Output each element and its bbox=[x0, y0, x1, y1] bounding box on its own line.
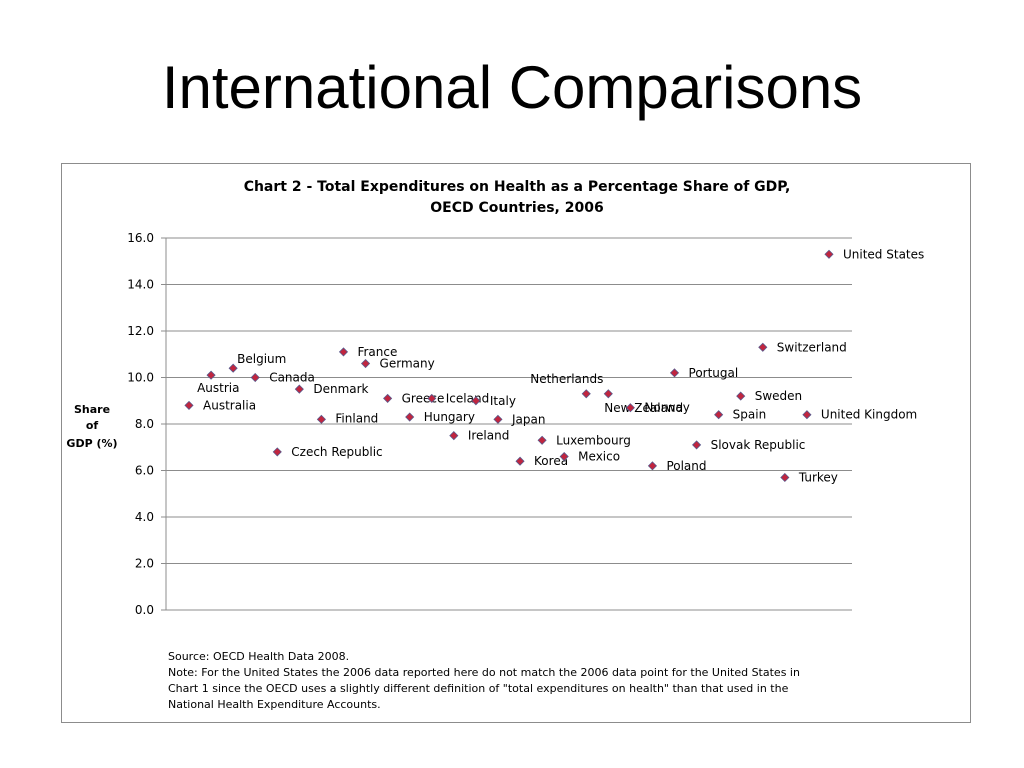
point-label-spain: Spain bbox=[733, 408, 767, 422]
chart-frame: Chart 2 - Total Expenditures on Health a… bbox=[61, 163, 971, 723]
point-label-finland: Finland bbox=[335, 411, 378, 425]
point-germany bbox=[360, 358, 371, 369]
point-czech-republic bbox=[272, 447, 282, 457]
note-line-1: Note: For the United States the 2006 dat… bbox=[168, 666, 800, 679]
point-label-belgium: Belgium bbox=[237, 352, 286, 366]
y-tick-label: 6.0 bbox=[135, 464, 154, 478]
point-label-austria: Austria bbox=[197, 381, 239, 395]
point-label-czech-republic: Czech Republic bbox=[291, 445, 382, 459]
point-greece bbox=[383, 393, 393, 403]
point-label-denmark: Denmark bbox=[313, 382, 368, 396]
point-finland bbox=[316, 414, 326, 424]
point-label-portugal: Portugal bbox=[689, 366, 739, 380]
point-belgium bbox=[228, 363, 238, 373]
source-line: Source: OECD Health Data 2008. bbox=[168, 650, 350, 663]
point-label-italy: Italy bbox=[490, 394, 516, 408]
point-korea bbox=[515, 456, 525, 466]
point-label-united-kingdom: United Kingdom bbox=[821, 408, 917, 422]
point-spain bbox=[714, 410, 724, 420]
y-tick-label: 4.0 bbox=[135, 510, 154, 524]
y-axis-label-line-2: of bbox=[86, 419, 99, 432]
point-label-norway: Norway bbox=[644, 401, 690, 415]
point-sweden bbox=[736, 391, 746, 401]
y-tick-label: 0.0 bbox=[135, 603, 154, 617]
note-line-3: National Health Expenditure Accounts. bbox=[168, 698, 381, 711]
point-mexico bbox=[559, 451, 569, 462]
y-axis-label-line-3: GDP (%) bbox=[66, 437, 117, 450]
point-label-greece: Greece bbox=[402, 391, 445, 405]
point-netherlands bbox=[581, 389, 591, 399]
point-turkey bbox=[780, 472, 790, 483]
y-tick-label: 14.0 bbox=[127, 278, 154, 292]
point-japan bbox=[493, 414, 503, 424]
chart-title: Chart 2 - Total Expenditures on Health a… bbox=[244, 179, 791, 195]
point-new-zealand bbox=[603, 389, 613, 399]
point-label-turkey: Turkey bbox=[798, 470, 838, 484]
y-tick-label: 10.0 bbox=[127, 371, 154, 385]
y-tick-label: 8.0 bbox=[135, 417, 154, 431]
point-label-australia: Australia bbox=[203, 398, 256, 412]
point-label-france: France bbox=[357, 345, 397, 359]
y-axis-label: Share of GDP (%) bbox=[66, 403, 117, 450]
y-tick-label: 2.0 bbox=[135, 557, 154, 571]
point-label-sweden: Sweden bbox=[755, 389, 802, 403]
chart-subtitle: OECD Countries, 2006 bbox=[430, 200, 603, 216]
point-poland bbox=[647, 461, 658, 471]
scatter-chart: Chart 2 - Total Expenditures on Health a… bbox=[66, 179, 924, 617]
point-france bbox=[338, 347, 349, 357]
chart-source-notes: Source: OECD Health Data 2008. Note: For… bbox=[168, 649, 858, 713]
note-line-2: Chart 1 since the OECD uses a slightly d… bbox=[168, 682, 789, 695]
gridlines bbox=[166, 237, 852, 611]
point-portugal bbox=[669, 368, 680, 378]
point-label-germany: Germany bbox=[380, 357, 435, 371]
point-iceland bbox=[427, 393, 437, 403]
point-label-luxembourg: Luxembourg bbox=[556, 433, 631, 447]
y-tick-label: 12.0 bbox=[127, 324, 154, 338]
slide-title: International Comparisons bbox=[161, 54, 863, 121]
point-australia bbox=[184, 400, 194, 410]
point-united-kingdom bbox=[802, 410, 812, 420]
point-canada bbox=[250, 372, 260, 383]
point-label-united-states: United States bbox=[843, 247, 924, 261]
y-axis: 0.0 2.0 4.0 6.0 8.0 10.0 12.0 14.0 16.0 bbox=[127, 231, 167, 617]
point-norway bbox=[625, 403, 635, 413]
y-axis-label-line-1: Share bbox=[74, 403, 110, 416]
point-switzerland bbox=[758, 342, 768, 352]
point-slovak-republic bbox=[692, 440, 702, 450]
point-united-states bbox=[824, 249, 834, 259]
y-tick-label: 16.0 bbox=[127, 231, 154, 245]
point-ireland bbox=[449, 431, 459, 441]
point-label-hungary: Hungary bbox=[424, 410, 475, 424]
point-label-ireland: Ireland bbox=[468, 429, 510, 443]
point-label-netherlands: Netherlands bbox=[530, 372, 603, 386]
point-label-mexico: Mexico bbox=[578, 450, 620, 464]
point-denmark bbox=[294, 384, 304, 394]
point-label-poland: Poland bbox=[666, 459, 706, 473]
point-label-switzerland: Switzerland bbox=[777, 340, 847, 354]
point-label-new-zealand: New Zealand bbox=[604, 401, 683, 415]
point-label-canada: Canada bbox=[269, 371, 315, 385]
point-label-korea: Korea bbox=[534, 454, 568, 468]
point-luxembourg bbox=[537, 435, 547, 445]
point-hungary bbox=[405, 412, 415, 422]
point-austria bbox=[206, 370, 216, 380]
data-points: Australia Austria Belgium Canada Czech Repub… bbox=[184, 247, 924, 484]
point-italy bbox=[471, 396, 481, 406]
point-label-slovak-republic: Slovak Republic bbox=[711, 438, 806, 452]
point-label-japan: Japan bbox=[511, 412, 545, 426]
point-label-iceland: Iceland bbox=[446, 391, 489, 405]
